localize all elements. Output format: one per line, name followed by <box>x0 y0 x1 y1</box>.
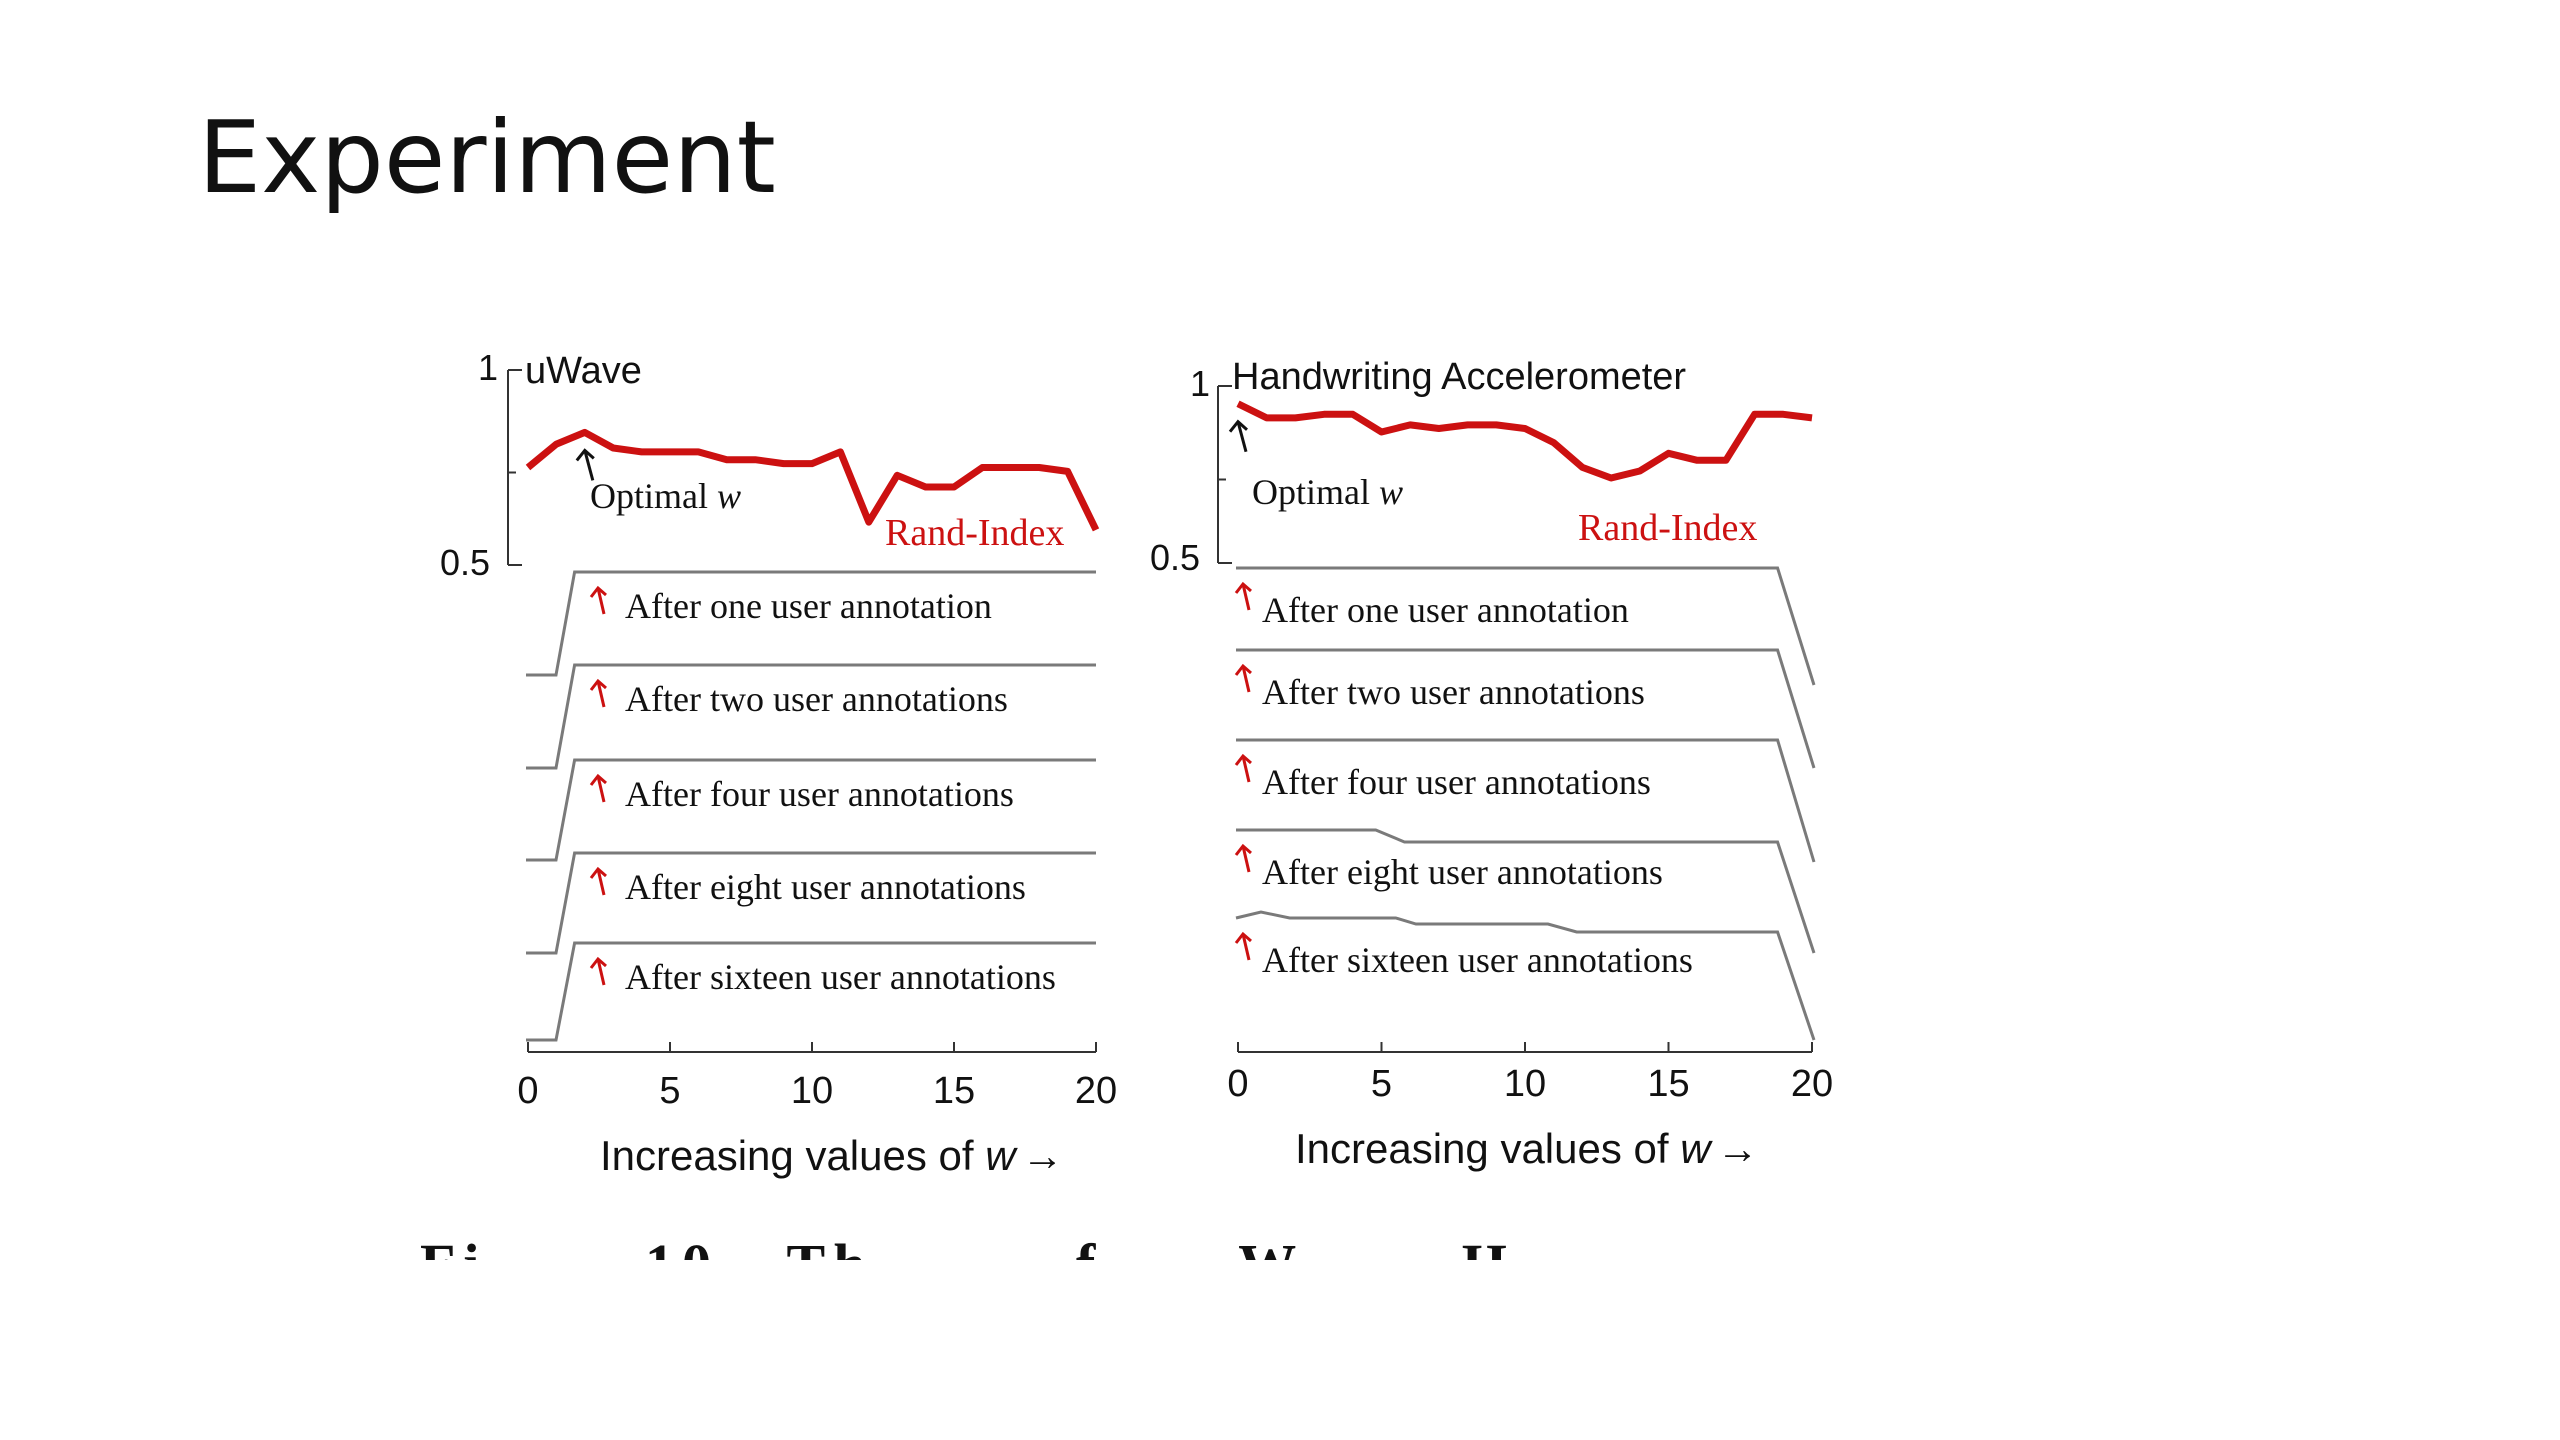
annotation-timeline <box>526 663 1096 770</box>
x-tick-label: 10 <box>1504 1063 1546 1105</box>
annotation-row-label: After eight user annotations <box>625 867 1026 907</box>
optimal-label-text: Optimal <box>1252 472 1370 512</box>
annotation-row-label: After sixteen user annotations <box>625 957 1056 997</box>
annotation-arrowhead-icon <box>1234 581 1252 594</box>
annotation-row: After two user annotations <box>1234 648 1816 769</box>
x-tick-label: 15 <box>933 1070 975 1112</box>
annotation-arrow-icon <box>1241 845 1251 873</box>
series-label-rand-index: Rand-Index <box>885 512 1064 554</box>
annotation-row-label: After sixteen user annotations <box>1262 940 1693 980</box>
x-tick-label: 20 <box>1791 1063 1833 1105</box>
x-axis-label: Increasing values of w → <box>1295 1125 1759 1172</box>
annotation-timeline <box>1236 648 1816 769</box>
x-axis-label-arrow: → <box>1022 1132 1064 1179</box>
optimal-label-var: w <box>717 476 741 516</box>
annotation-row-label: After eight user annotations <box>1262 852 1663 892</box>
x-tick-label: 5 <box>1371 1063 1392 1105</box>
annotation-row-label: After two user annotations <box>625 679 1008 719</box>
x-axis-label-var: w <box>1680 1125 1713 1172</box>
annotation-row: After two user annotations <box>526 663 1096 770</box>
x-axis-label-var: w <box>985 1132 1018 1179</box>
annotation-arrow-icon <box>596 775 606 803</box>
annotation-arrow-icon <box>1241 933 1251 961</box>
chart-title: Handwriting Accelerometer <box>1232 356 1686 398</box>
annotation-row: After one user annotation <box>1234 566 1816 686</box>
annotation-row-label: After one user annotation <box>625 586 992 626</box>
annotation-arrow-icon <box>596 868 606 896</box>
annotation-arrowhead-icon <box>589 678 607 691</box>
x-tick-label: 0 <box>517 1070 538 1112</box>
annotation-arrowhead-icon <box>1234 931 1252 944</box>
annotation-arrowhead-icon <box>589 956 607 969</box>
chart-0: 1 0.5 uWave Optimal w Rand-Index After one us… <box>440 347 1117 1179</box>
annotation-timeline <box>1236 738 1816 863</box>
annotation-row-label: After two user annotations <box>1262 672 1645 712</box>
series-label-rand-index: Rand-Index <box>1578 507 1757 549</box>
optimal-label: Optimal w <box>1252 472 1403 512</box>
annotation-row: After sixteen user annotations <box>1234 910 1816 1041</box>
x-tick-label: 10 <box>791 1070 833 1112</box>
annotation-arrow-icon <box>596 680 606 708</box>
optimal-label-var: w <box>1379 472 1403 512</box>
annotation-arrow-icon <box>1241 665 1251 693</box>
x-tick-label: 0 <box>1227 1063 1248 1105</box>
annotation-arrowhead-icon <box>589 866 607 879</box>
annotation-arrowhead-icon <box>1234 663 1252 676</box>
slide-title: Experiment <box>198 99 776 216</box>
x-axis-label: Increasing values of w → <box>600 1132 1064 1179</box>
annotation-arrow-icon <box>1241 583 1251 611</box>
chart-1: 1 0.5 Handwriting Accelerometer Optimal w Ra… <box>1150 356 1833 1172</box>
annotation-arrow-icon <box>596 958 606 986</box>
annotation-timeline <box>1236 828 1816 954</box>
annotation-arrow-icon <box>596 587 606 615</box>
optimal-arrow-icon <box>583 450 595 481</box>
annotation-timeline <box>1235 910 1816 1041</box>
annotation-row-label: After one user annotation <box>1262 590 1629 630</box>
annotation-row: After four user annotations <box>1234 738 1816 863</box>
series-line-rand-index <box>525 428 1100 532</box>
optimal-arrowhead-icon <box>575 448 595 462</box>
x-axis-label-arrow: → <box>1717 1125 1759 1172</box>
x-tick-label: 5 <box>659 1070 680 1112</box>
annotation-timeline <box>526 941 1096 1042</box>
annotation-row: After one user annotation <box>526 570 1096 677</box>
x-tick-label: 15 <box>1647 1063 1689 1105</box>
chart-title: uWave <box>525 350 642 392</box>
annotation-arrowhead-icon <box>1234 753 1252 766</box>
annotation-row: After eight user annotations <box>1234 828 1816 954</box>
y-tick-label: 0.5 <box>440 542 490 583</box>
annotation-arrow-icon <box>1241 755 1251 783</box>
x-tick-label: 20 <box>1075 1070 1117 1112</box>
optimal-arrowhead-icon <box>1228 419 1248 433</box>
caption-fragment: Fi 10 Th f W H <box>420 1236 1820 1260</box>
annotation-row: After four user annotations <box>526 758 1096 862</box>
annotation-row-label: After four user annotations <box>1262 762 1651 802</box>
x-axis-label-main: Increasing values of <box>1295 1125 1680 1172</box>
y-tick-label: 1 <box>478 347 498 388</box>
y-tick-label: 0.5 <box>1150 537 1200 578</box>
optimal-arrow-icon <box>1236 421 1248 453</box>
optimal-label: Optimal w <box>590 476 741 516</box>
annotation-row: After sixteen user annotations <box>526 941 1096 1042</box>
series-line-rand-index <box>1236 400 1813 482</box>
annotation-arrowhead-icon <box>589 773 607 786</box>
annotation-timeline <box>526 758 1096 862</box>
annotation-row: After eight user annotations <box>526 851 1096 955</box>
annotation-arrowhead-icon <box>1234 843 1252 856</box>
annotation-timeline <box>526 570 1096 677</box>
x-axis-label-main: Increasing values of <box>600 1132 985 1179</box>
optimal-label-text: Optimal <box>590 476 708 516</box>
annotation-row-label: After four user annotations <box>625 774 1014 814</box>
annotation-timeline <box>1236 566 1816 686</box>
annotation-arrowhead-icon <box>589 585 607 598</box>
y-tick-label: 1 <box>1190 363 1210 404</box>
annotation-timeline <box>526 851 1096 955</box>
